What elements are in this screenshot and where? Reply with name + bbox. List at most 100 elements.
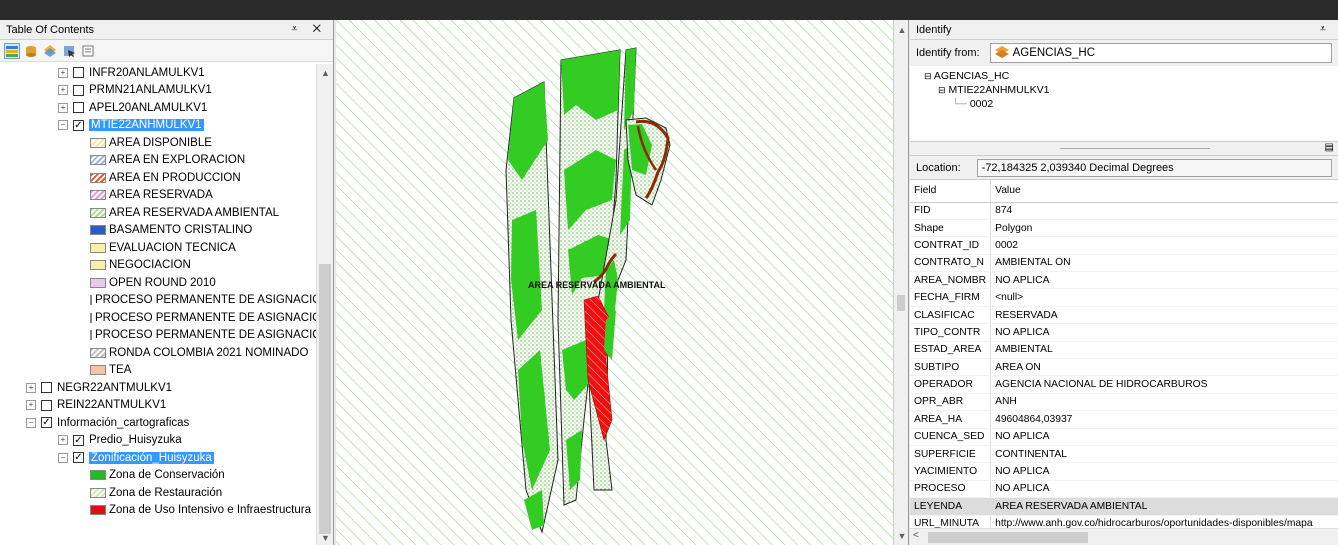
layer-tree-item[interactable]: − ✓ MTIE22ANHMULKV1 [0, 117, 316, 135]
tree-root-item[interactable]: ⊟ AGENCIAS_HC [924, 70, 1324, 84]
layer-tree-item[interactable]: AREA RESERVADA AMBIENTAL [0, 204, 316, 222]
zone-strip-left [505, 81, 559, 534]
attribute-row[interactable]: AREA_NOMBR NO APLICA [910, 271, 1338, 290]
panel-splitter[interactable]: ▤ [910, 142, 1338, 156]
layer-tree-item[interactable]: OPEN ROUND 2010 [0, 274, 316, 292]
layer-tree-item[interactable]: + PRMN21ANLAMULKV1 [0, 82, 316, 100]
attribute-row[interactable]: FID 874 [910, 202, 1338, 220]
options-icon[interactable] [80, 43, 96, 59]
layer-tree-item[interactable]: EVALUACION TECNICA [0, 239, 316, 257]
map-canvas[interactable]: AREA RESERVADA AMBIENTAL [336, 20, 893, 545]
expand-icon[interactable]: + [58, 67, 68, 78]
layer-tree-item[interactable]: AREA RESERVADA [0, 187, 316, 205]
legend-swatch-icon [90, 505, 106, 516]
scroll-left-icon[interactable]: < [913, 530, 919, 541]
scroll-thumb[interactable] [897, 295, 905, 311]
attribute-row[interactable]: PROCESO NO APLICA [910, 480, 1338, 499]
layer-tree-label: OPEN ROUND 2010 [109, 276, 216, 289]
collapse-icon[interactable]: − [26, 417, 36, 428]
layer-tree-item[interactable]: + REIN22ANTMULKV1 [0, 397, 316, 415]
scroll-up-icon[interactable]: ▲ [321, 68, 330, 78]
identify-from-dropdown[interactable]: AGENCIAS_HC [989, 43, 1332, 63]
list-by-source-icon[interactable] [23, 43, 39, 59]
attribute-row[interactable]: CONTRAT_ID 0002 [910, 236, 1338, 255]
layer-visibility-checkbox[interactable]: ✓ [73, 452, 84, 464]
layer-tree-item[interactable]: + ✓ Predio_Huisyzuka [0, 432, 316, 450]
attribute-row[interactable]: OPERADOR AGENCIA NACIONAL DE HIDROCARBURO… [910, 375, 1338, 394]
map-view[interactable]: AREA RESERVADA AMBIENTAL [336, 20, 893, 545]
pin-icon[interactable]: ⩡ [291, 23, 304, 35]
layer-visibility-checkbox[interactable]: ✓ [41, 417, 52, 429]
tree-child-item[interactable]: ⊟ MTIE22ANHMULKV1 [924, 84, 1324, 98]
layer-visibility-checkbox[interactable] [41, 399, 52, 411]
attribute-row[interactable]: TIPO_CONTR NO APLICA [910, 323, 1338, 342]
close-icon[interactable]: ✕ [312, 23, 327, 35]
layer-tree-label: BASAMENTO CRISTALINO [109, 224, 253, 237]
location-field[interactable]: -72,184325 2,039340 Decimal Degrees [976, 158, 1332, 177]
attribute-row[interactable]: ESTAD_AREA AMBIENTAL [910, 341, 1338, 360]
layer-tree-item[interactable]: BASAMENTO CRISTALINO [0, 222, 316, 240]
collapse-icon[interactable]: ⊟ [924, 71, 932, 81]
collapse-icon[interactable]: − [58, 120, 68, 131]
scroll-thumb[interactable] [319, 264, 331, 534]
layer-tree-item[interactable]: PROCESO PERMANENTE DE ASIGNACIO [0, 292, 316, 310]
attribute-row[interactable]: LEYENDA AREA RESERVADA AMBIENTAL [910, 497, 1338, 516]
attribute-row[interactable]: SUPERFICIE CONTINENTAL [910, 445, 1338, 464]
pin-icon[interactable]: ⩡ [1319, 23, 1332, 35]
identify-horizontal-scrollbar[interactable]: < [910, 528, 1338, 545]
layer-tree-item[interactable]: − ✓ Información_cartograficas [0, 414, 316, 432]
collapse-icon[interactable]: ⊟ [938, 85, 946, 95]
scroll-down-icon[interactable]: ▼ [321, 533, 330, 543]
layer-tree-item[interactable]: AREA EN PRODUCCION [0, 169, 316, 187]
layer-tree-item[interactable]: AREA DISPONIBLE [0, 134, 316, 152]
layer-tree-item[interactable]: TEA [0, 362, 316, 380]
attribute-row[interactable]: CLASIFICAC RESERVADA [910, 306, 1338, 325]
attribute-field: CUENCA_SED [910, 428, 992, 446]
scroll-thumb[interactable] [928, 532, 1088, 543]
attribute-row[interactable]: YACIMIENTO NO APLICA [910, 462, 1338, 481]
location-label: Location: [916, 161, 961, 174]
attribute-field: YACIMIENTO [910, 462, 992, 481]
list-by-visibility-icon[interactable] [42, 43, 58, 59]
attribute-row[interactable]: FECHA_FIRM <null> [910, 288, 1338, 307]
map-vertical-scrollbar[interactable]: ▲ ▼ [893, 20, 909, 545]
attribute-row[interactable]: CUENCA_SED NO APLICA [910, 428, 1338, 446]
layer-tree-item[interactable]: Zona de Conservación [0, 467, 316, 485]
layer-visibility-checkbox[interactable] [73, 67, 84, 79]
attribute-row[interactable]: Shape Polygon [910, 219, 1338, 238]
layer-tree-item[interactable]: + INFR20ANLAMULKV1 [0, 64, 316, 82]
expand-icon[interactable]: ▤ [1324, 142, 1334, 153]
tree-leaf-item[interactable]: └─ 0002 [924, 98, 1324, 112]
layer-visibility-checkbox[interactable] [73, 84, 84, 96]
attribute-row[interactable]: OPR_ABR ANH [910, 393, 1338, 412]
layer-tree-label: Información_cartograficas [57, 416, 190, 429]
layer-tree-item[interactable]: + APEL20ANLAMULKV1 [0, 99, 316, 117]
attribute-row[interactable]: CONTRATO_N AMBIENTAL ON [910, 254, 1338, 273]
expand-icon[interactable]: + [58, 435, 68, 446]
layer-visibility-checkbox[interactable]: ✓ [73, 119, 84, 131]
layer-tree-item[interactable]: Zona de Uso Intensivo e Infraestructura [0, 502, 316, 520]
expand-icon[interactable]: + [26, 400, 36, 411]
layer-tree-item[interactable]: PROCESO PERMANENTE DE ASIGNACIO [0, 327, 316, 345]
expand-icon[interactable]: + [58, 85, 68, 96]
attribute-row[interactable]: SUBTIPO AREA ON [910, 358, 1338, 377]
attribute-row[interactable]: AREA_HA 49604864,03937 [910, 410, 1338, 429]
layer-tree-item[interactable]: NEGOCIACION [0, 257, 316, 275]
layer-tree-item[interactable]: + NEGR22ANTMULKV1 [0, 379, 316, 397]
collapse-icon[interactable]: − [58, 452, 68, 463]
scroll-down-icon[interactable]: ▼ [897, 531, 907, 541]
layer-tree-item[interactable]: PROCESO PERMANENTE DE ASIGNACIO [0, 309, 316, 327]
layer-visibility-checkbox[interactable]: ✓ [73, 434, 84, 446]
layer-tree-item[interactable]: AREA EN EXPLORACION [0, 152, 316, 170]
layer-tree-item[interactable]: − ✓ Zonificación_Huisyzuka [0, 449, 316, 467]
scroll-up-icon[interactable]: ▲ [897, 25, 907, 35]
expand-icon[interactable]: + [26, 382, 36, 393]
layer-visibility-checkbox[interactable] [73, 102, 84, 114]
list-by-selection-icon[interactable] [61, 43, 77, 59]
layer-visibility-checkbox[interactable] [41, 382, 52, 394]
toc-vertical-scrollbar[interactable]: ▲ ▼ [316, 64, 333, 545]
expand-icon[interactable]: + [58, 102, 68, 113]
layer-tree-item[interactable]: RONDA COLOMBIA 2021 NOMINADO [0, 344, 316, 362]
list-by-drawing-order-icon[interactable] [4, 42, 20, 59]
layer-tree-item[interactable]: Zona de Restauración [0, 484, 316, 502]
